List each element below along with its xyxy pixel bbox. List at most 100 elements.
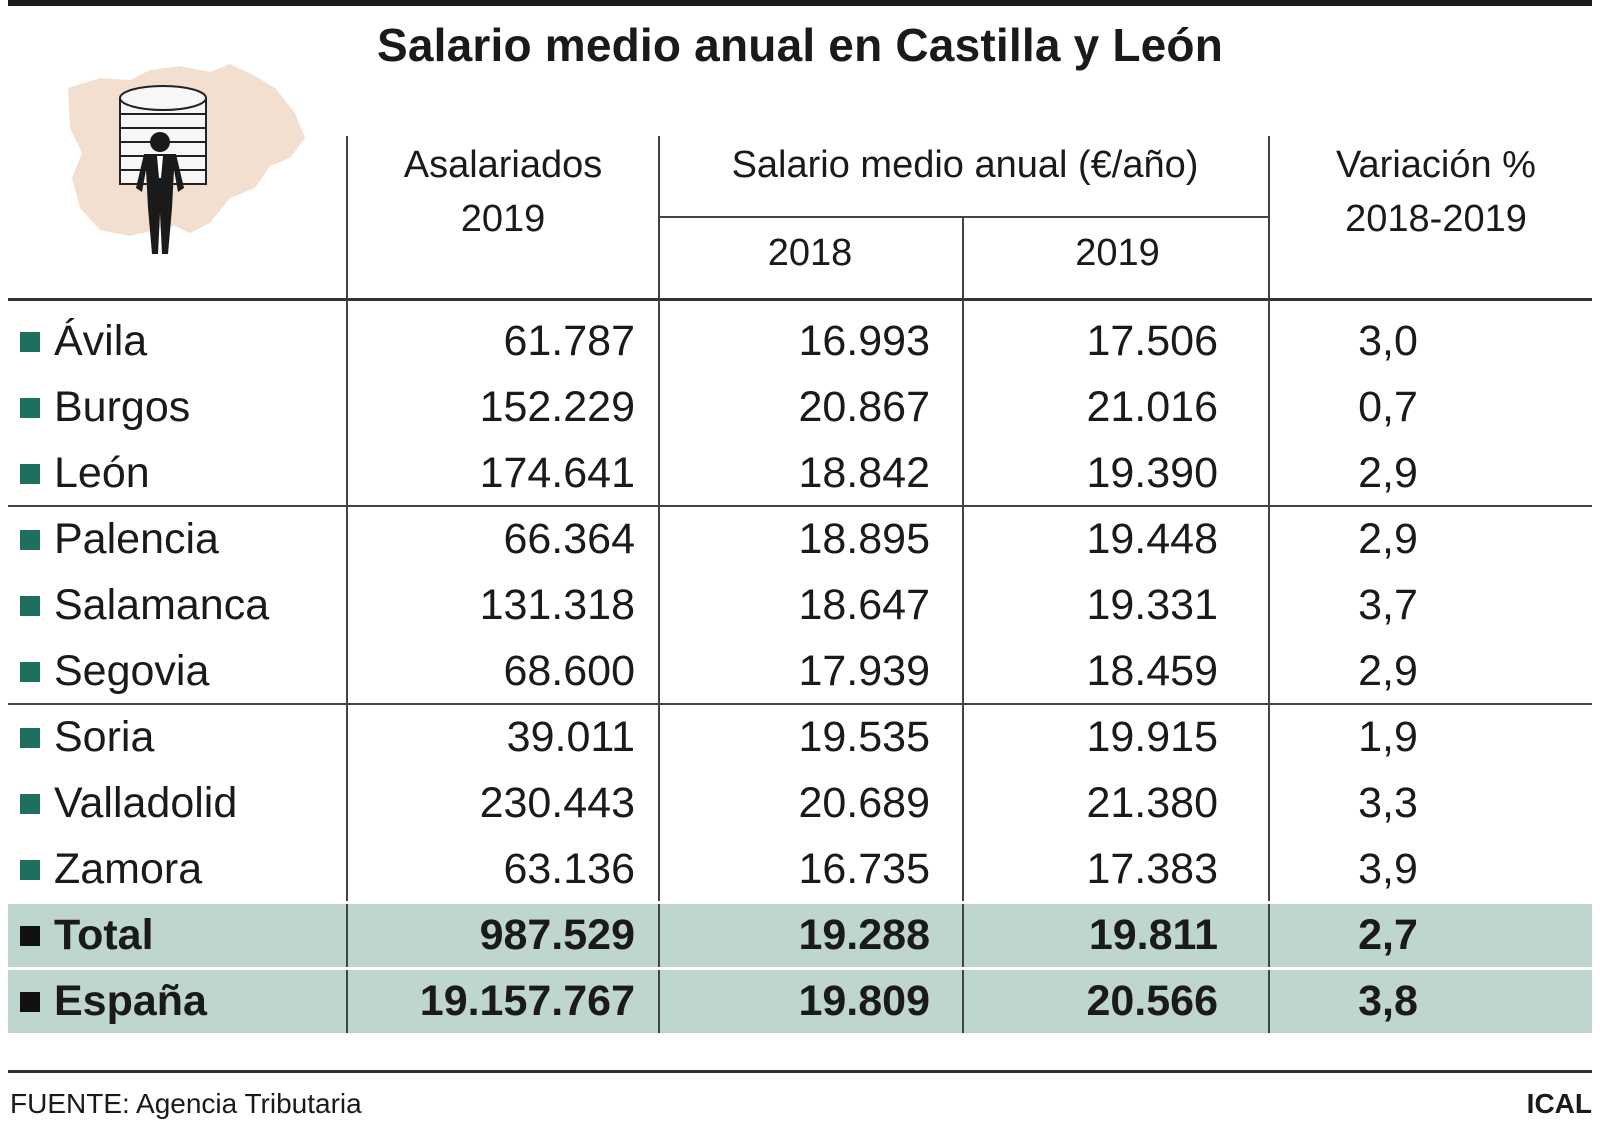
header-year-2019: 2019 — [1075, 232, 1160, 274]
cell-salario-2018: 19.288 — [798, 911, 930, 959]
row-name: Segovia — [54, 647, 210, 695]
cell-asalariados: 131.318 — [479, 581, 635, 629]
cell-salario-2019: 19.811 — [1088, 911, 1218, 959]
row-marker-square — [20, 926, 40, 946]
column-divider — [658, 300, 660, 1034]
cell-variacion: 0,7 — [1358, 383, 1418, 431]
row-marker-square — [20, 596, 40, 616]
row-marker-square — [20, 464, 40, 484]
businessman-figure — [136, 132, 184, 254]
table-row: Segovia 68.600 17.939 18.459 2,9 — [8, 638, 1592, 704]
header-salario-group: Salario medio anual (€/año) — [731, 144, 1199, 186]
cell-salario-2018: 17.939 — [798, 647, 930, 695]
footer-rule — [8, 1070, 1592, 1073]
row-marker-square — [20, 398, 40, 418]
cell-asalariados: 152.229 — [479, 383, 635, 431]
cell-salario-2019: 19.448 — [1086, 515, 1218, 563]
chart-title: Salario medio anual en Castilla y León — [376, 19, 1224, 71]
row-name: Total — [54, 911, 154, 959]
cell-asalariados: 19.157.767 — [419, 977, 635, 1025]
summary-separator — [8, 967, 1592, 970]
row-marker-square — [20, 992, 40, 1012]
table-row: Zamora 63.136 16.735 17.383 3,9 — [8, 836, 1592, 902]
column-divider — [1268, 300, 1270, 1034]
row-marker-square — [20, 530, 40, 550]
row-marker-square — [20, 662, 40, 682]
header-variacion-line1: Variación % — [1336, 144, 1536, 186]
cell-salario-2019: 19.331 — [1086, 581, 1218, 629]
row-name: Valladolid — [54, 779, 238, 827]
cell-salario-2019: 20.566 — [1086, 977, 1218, 1025]
cell-salario-2019: 18.459 — [1086, 647, 1218, 695]
cell-asalariados: 39.011 — [506, 713, 635, 761]
cell-variacion: 2,9 — [1358, 449, 1418, 497]
header-divider-asalariados — [346, 136, 348, 298]
cell-variacion: 2,9 — [1358, 647, 1418, 695]
cell-asalariados: 68.600 — [503, 647, 635, 695]
row-name: Burgos — [54, 383, 191, 431]
cell-salario-2018: 20.689 — [798, 779, 930, 827]
group-separator — [8, 505, 1592, 507]
header-bottom-rule — [8, 298, 1592, 301]
table-row: Soria 39.011 19.535 19.915 1,9 — [8, 704, 1592, 770]
cell-salario-2018: 20.867 — [798, 383, 930, 431]
cell-salario-2019: 19.390 — [1086, 449, 1218, 497]
column-divider — [962, 300, 964, 1034]
cell-variacion: 3,7 — [1358, 581, 1418, 629]
summary-row: Total 987.529 19.288 19.811 2,7 — [8, 902, 1592, 968]
table-row: Valladolid 230.443 20.689 21.380 3,3 — [8, 770, 1592, 836]
cell-asalariados: 987.529 — [479, 911, 635, 959]
summary-separator — [8, 1033, 1592, 1036]
credit-label: ICAL — [1526, 1088, 1592, 1119]
header-divider-salario — [658, 136, 660, 298]
cell-salario-2019: 17.383 — [1086, 845, 1218, 893]
row-name: Soria — [54, 713, 155, 761]
column-divider — [346, 300, 348, 1034]
cell-salario-2018: 16.993 — [798, 317, 930, 365]
header-asalariados-line2: 2019 — [460, 198, 546, 240]
row-marker-square — [20, 332, 40, 352]
cell-asalariados: 230.443 — [479, 779, 635, 827]
row-marker-square — [20, 860, 40, 880]
group-separator — [8, 703, 1592, 705]
header-variacion-line2: 2018-2019 — [1345, 198, 1527, 240]
table-row: Salamanca 131.318 18.647 19.331 3,7 — [8, 572, 1592, 638]
cell-salario-2018: 19.809 — [798, 977, 930, 1025]
header-variacion: Variación % 2018-2019 — [1272, 138, 1600, 246]
cell-variacion: 3,9 — [1358, 845, 1418, 893]
cell-asalariados: 66.364 — [503, 515, 635, 563]
row-name: Zamora — [54, 845, 203, 893]
cell-variacion: 2,7 — [1358, 911, 1418, 959]
cell-asalariados: 63.136 — [503, 845, 635, 893]
row-name: Ávila — [54, 317, 148, 365]
cell-salario-2019: 21.016 — [1086, 383, 1218, 431]
header-asalariados: Asalariados 2019 — [348, 138, 658, 246]
cell-variacion: 2,9 — [1358, 515, 1418, 563]
summary-row: España 19.157.767 19.809 20.566 3,8 — [8, 968, 1592, 1034]
header-asalariados-line1: Asalariados — [403, 144, 603, 186]
table-row: Ávila 61.787 16.993 17.506 3,0 — [8, 308, 1592, 374]
cell-variacion: 3,8 — [1358, 977, 1418, 1025]
table-row: Palencia 66.364 18.895 19.448 2,9 — [8, 506, 1592, 572]
row-marker-square — [20, 728, 40, 748]
summary-separator — [8, 901, 1592, 904]
cell-variacion: 3,3 — [1358, 779, 1418, 827]
cell-salario-2019: 21.380 — [1086, 779, 1218, 827]
header-group-underline — [658, 216, 1270, 218]
header-year-2018: 2018 — [767, 232, 853, 274]
row-marker-square — [20, 794, 40, 814]
cell-variacion: 3,0 — [1358, 317, 1418, 365]
cell-salario-2018: 18.842 — [798, 449, 930, 497]
row-name: Palencia — [54, 515, 219, 563]
cell-salario-2019: 19.915 — [1086, 713, 1218, 761]
row-name: Salamanca — [54, 581, 270, 629]
cell-salario-2018: 18.895 — [798, 515, 930, 563]
header-divider-2018-2019 — [962, 216, 964, 298]
table-row: León 174.641 18.842 19.390 2,9 — [8, 440, 1592, 506]
cell-salario-2018: 16.735 — [798, 845, 930, 893]
cell-salario-2019: 17.506 — [1086, 317, 1218, 365]
cell-variacion: 1,9 — [1358, 713, 1418, 761]
cell-asalariados: 61.787 — [503, 317, 635, 365]
header-divider-variacion — [1268, 136, 1270, 298]
row-name: León — [54, 449, 150, 497]
